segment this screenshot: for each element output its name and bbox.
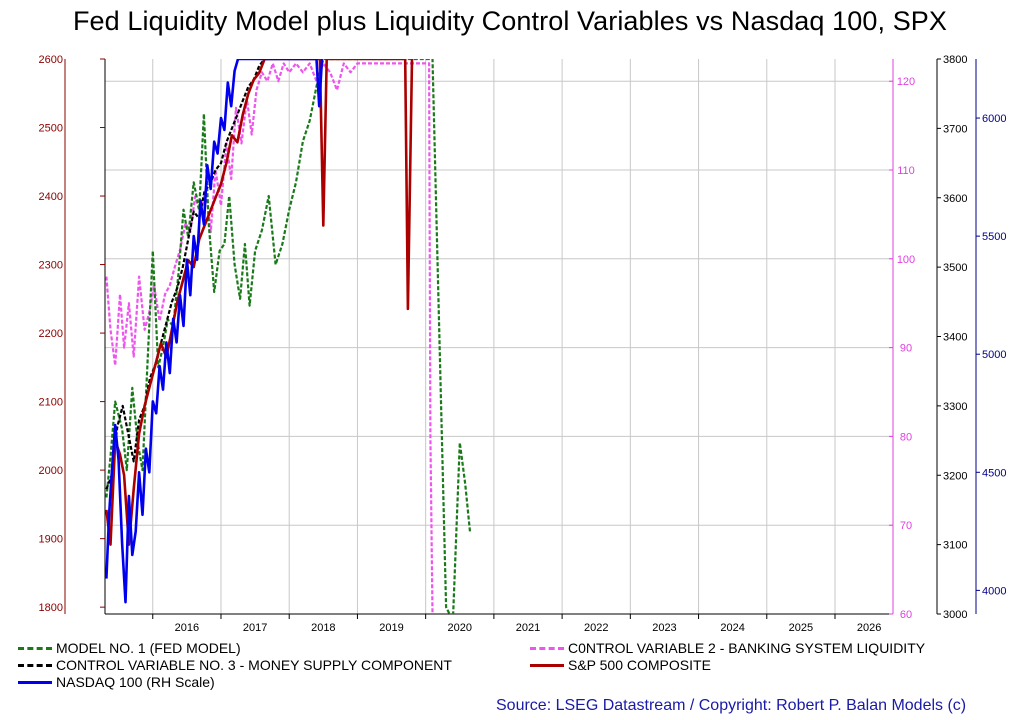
magenta-axis-label: 100 (897, 254, 915, 266)
magenta-axis-label: 70 (900, 520, 912, 532)
spx-axis-label: 3000 (943, 609, 967, 621)
series-fed-model-line (105, 59, 472, 614)
ndx-axis-label: 6000 (982, 113, 1006, 125)
legend-swatch (18, 663, 52, 667)
left-axis-label: 1900 (39, 534, 63, 546)
left-axis-label: 2400 (39, 191, 63, 203)
left-axis-label: 2600 (39, 54, 63, 66)
legend-item-banking-liquidity: C0NTROL VARIABLE 2 - BANKING SYSTEM LIQU… (530, 640, 925, 656)
magenta-axis-label: 90 (900, 343, 912, 355)
legend-label: S&P 500 COMPOSITE (568, 657, 711, 673)
left-axis-label: 2100 (39, 397, 63, 409)
magenta-axis-label: 110 (897, 165, 915, 177)
left-axis-label: 2500 (39, 123, 63, 135)
spx-axis-label: 3100 (943, 540, 967, 552)
spx-axis-label: 3600 (943, 193, 967, 205)
ndx-axis-label: 4000 (982, 585, 1006, 597)
x-tick-label: 2017 (243, 622, 267, 634)
x-tick-label: 2021 (516, 622, 540, 634)
x-tick-label: 2016 (175, 622, 199, 634)
spx-axis-label: 3300 (943, 401, 967, 413)
legend-label: CONTROL VARIABLE NO. 3 - MONEY SUPPLY CO… (56, 657, 452, 673)
spx-axis-label: 3500 (943, 262, 967, 274)
series-nasdaq100-line (105, 59, 324, 604)
left-axis-label: 2000 (39, 465, 63, 477)
left-axis-label: 2300 (39, 260, 63, 272)
spx-axis-label: 3400 (943, 332, 967, 344)
magenta-axis-label: 80 (900, 431, 912, 443)
legend-swatch (530, 646, 564, 650)
legend-swatch (18, 646, 52, 650)
x-tick-label: 2026 (857, 622, 881, 634)
chart-title: Fed Liquidity Model plus Liquidity Contr… (72, 6, 948, 36)
legend-swatch (530, 663, 564, 667)
x-tick-label: 2020 (448, 622, 472, 634)
left-axis-label: 2200 (39, 328, 63, 340)
legend-label: NASDAQ 100 (RH Scale) (56, 674, 215, 690)
x-tick-label: 2023 (652, 622, 676, 634)
magenta-axis-label: 60 (900, 609, 912, 621)
ndx-axis-label: 5500 (982, 231, 1006, 243)
ndx-axis-label: 4500 (982, 467, 1006, 479)
source-credit: Source: LSEG Datastream / Copyright: Rob… (496, 697, 967, 714)
magenta-axis-label: 120 (897, 76, 915, 88)
left-axis-label: 1800 (39, 602, 63, 614)
spx-axis-label: 3200 (943, 470, 967, 482)
spx-axis-label: 3800 (943, 54, 967, 66)
legend-swatch (18, 680, 52, 684)
ndx-axis-label: 5000 (982, 349, 1006, 361)
x-tick-label: 2019 (379, 622, 403, 634)
x-tick-label: 2024 (720, 622, 744, 634)
series-banking-liquidity-line (105, 62, 434, 614)
x-tick-label: 2025 (789, 622, 813, 634)
series-money-supply-line (105, 59, 271, 490)
series-sp500-line (105, 59, 414, 546)
legend-label: C0NTROL VARIABLE 2 - BANKING SYSTEM LIQU… (568, 640, 926, 656)
legend-item-nasdaq100: NASDAQ 100 (RH Scale) (18, 674, 215, 690)
x-tick-label: 2018 (311, 622, 335, 634)
legend-item-fed-model: MODEL NO. 1 (FED MODEL) (18, 640, 241, 656)
legend-item-sp500: S&P 500 COMPOSITE (530, 657, 711, 673)
legend-label: MODEL NO. 1 (FED MODEL) (56, 640, 241, 656)
spx-axis-label: 3700 (943, 123, 967, 135)
x-tick-label: 2022 (584, 622, 608, 634)
legend-item-money-supply: CONTROL VARIABLE NO. 3 - MONEY SUPPLY CO… (18, 657, 452, 673)
